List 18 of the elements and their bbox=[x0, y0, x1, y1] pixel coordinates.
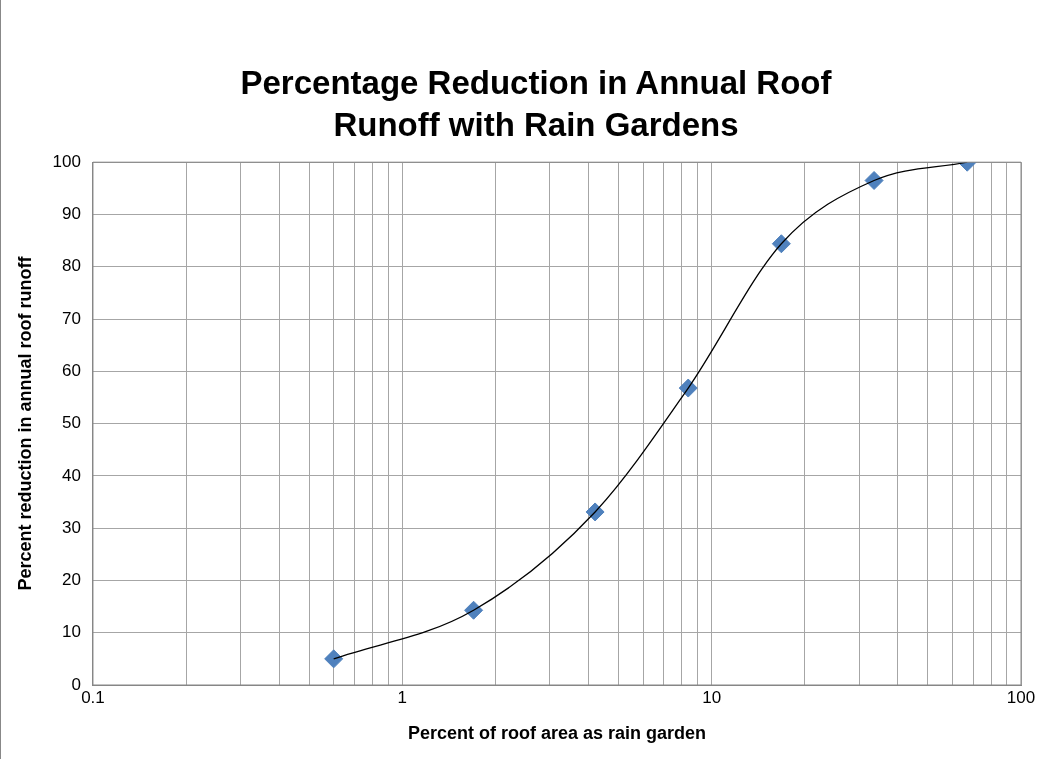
y-axis-title: Percent reduction in annual roof runoff bbox=[14, 255, 35, 591]
y-tick-label: 90 bbox=[62, 204, 81, 224]
x-tick-label: 1 bbox=[397, 687, 408, 707]
x-tick-label: 0.1 bbox=[81, 687, 105, 707]
y-tick-label: 60 bbox=[62, 361, 81, 381]
chart-title: Percentage Reduction in Annual Roof Runoff with Rain Gardens bbox=[239, 63, 833, 145]
y-tick-label: 20 bbox=[62, 570, 81, 590]
y-tick-label: 70 bbox=[62, 308, 81, 328]
y-tick-label: 50 bbox=[62, 413, 81, 433]
x-axis-title: Percent of roof area as rain garden bbox=[407, 723, 707, 744]
y-tick-label: 10 bbox=[62, 622, 81, 642]
y-tick-label: 30 bbox=[62, 517, 81, 537]
x-tick-label: 10 bbox=[702, 687, 722, 707]
y-tick-label: 40 bbox=[62, 465, 81, 485]
y-tick-label: 0 bbox=[71, 674, 81, 694]
y-tick-label: 80 bbox=[62, 256, 81, 276]
x-tick-label: 100 bbox=[1006, 687, 1036, 707]
y-tick-label: 100 bbox=[52, 151, 81, 171]
